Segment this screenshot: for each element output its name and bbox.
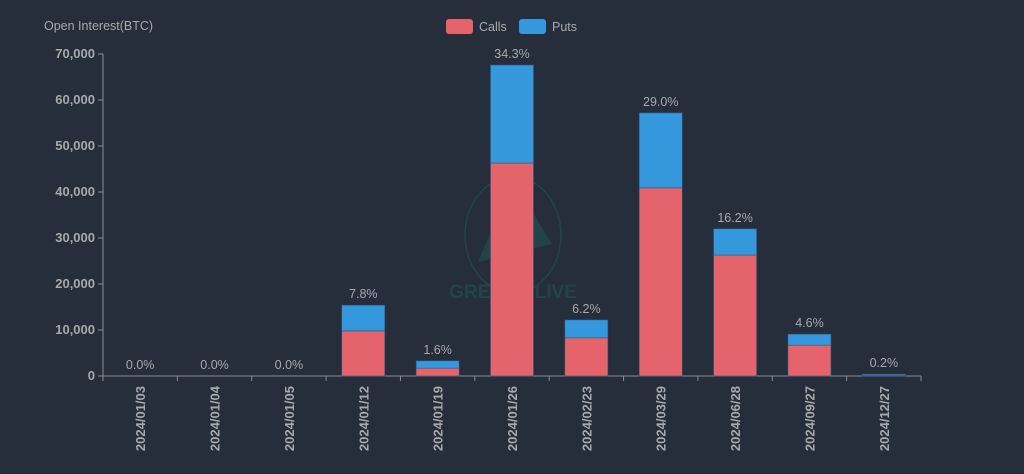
data-label: 0.0%: [126, 358, 155, 372]
bar-calls-2024-01-26: [490, 162, 534, 377]
bar-calls-2024-03-29: [638, 187, 683, 377]
data-label: 0.0%: [275, 358, 304, 372]
bar-puts-2024-02-23: [564, 319, 609, 339]
data-label: 4.6%: [795, 316, 824, 330]
bar-puts-2024-01-12: [341, 304, 386, 332]
bar-puts-2024-09-27: [787, 333, 832, 346]
y-tick-label: 40,000: [55, 184, 95, 199]
legend: Calls Puts: [446, 19, 577, 34]
x-tick-label: 2024/06/28: [728, 386, 743, 451]
y-tick-label: 20,000: [55, 276, 95, 291]
y-tick-label: 50,000: [55, 138, 95, 153]
x-tick-label: 2024/09/27: [802, 386, 817, 451]
x-tick-label: 2024/01/19: [431, 386, 446, 451]
y-tick-label: 10,000: [55, 322, 95, 337]
bar-calls-2024-01-12: [341, 330, 386, 377]
data-label: 0.2%: [870, 356, 899, 370]
bar-calls-2024-02-23: [564, 337, 609, 377]
bar-puts-2024-06-28: [713, 228, 757, 256]
bar-puts-2024-03-29: [638, 112, 683, 189]
data-label: 6.2%: [572, 302, 601, 316]
data-label: 16.2%: [717, 211, 752, 225]
y-tick-label: 70,000: [55, 46, 95, 61]
x-tick-label: 2024/01/12: [356, 386, 371, 451]
data-label: 1.6%: [423, 343, 452, 357]
x-tick-label: 2024/01/04: [208, 385, 223, 451]
data-label: 34.3%: [494, 47, 529, 61]
legend-item-puts[interactable]: Puts: [519, 19, 577, 34]
y-tick-label: 0: [88, 368, 95, 383]
x-tick-label: 2024/03/29: [654, 386, 669, 451]
data-label: 29.0%: [643, 95, 678, 109]
bar-calls-2024-01-19: [415, 367, 460, 377]
bar-calls-2024-06-28: [713, 254, 757, 377]
legend-item-calls[interactable]: Calls: [446, 19, 507, 34]
legend-swatch-calls: [446, 19, 473, 34]
y-axis-title: Open Interest(BTC): [44, 19, 153, 33]
y-tick-label: 30,000: [55, 230, 95, 245]
legend-label-calls: Calls: [479, 20, 507, 34]
x-tick-label: 2024/01/26: [505, 386, 520, 451]
bar-puts-2024-12-27: [862, 373, 906, 376]
data-label: 0.0%: [200, 358, 229, 372]
x-tick-label: 2024/12/27: [877, 386, 892, 451]
bar-calls-2024-09-27: [787, 344, 832, 377]
x-tick-label: 2024/01/05: [282, 386, 297, 451]
x-tick-label: 2024/01/03: [133, 386, 148, 451]
y-tick-label: 60,000: [55, 92, 95, 107]
legend-label-puts: Puts: [552, 20, 577, 34]
data-label: 7.8%: [349, 287, 378, 301]
bar-puts-2024-01-26: [490, 64, 534, 164]
bar-puts-2024-01-19: [415, 360, 460, 369]
x-tick-label: 2024/02/23: [579, 386, 594, 451]
legend-swatch-puts: [519, 19, 546, 34]
